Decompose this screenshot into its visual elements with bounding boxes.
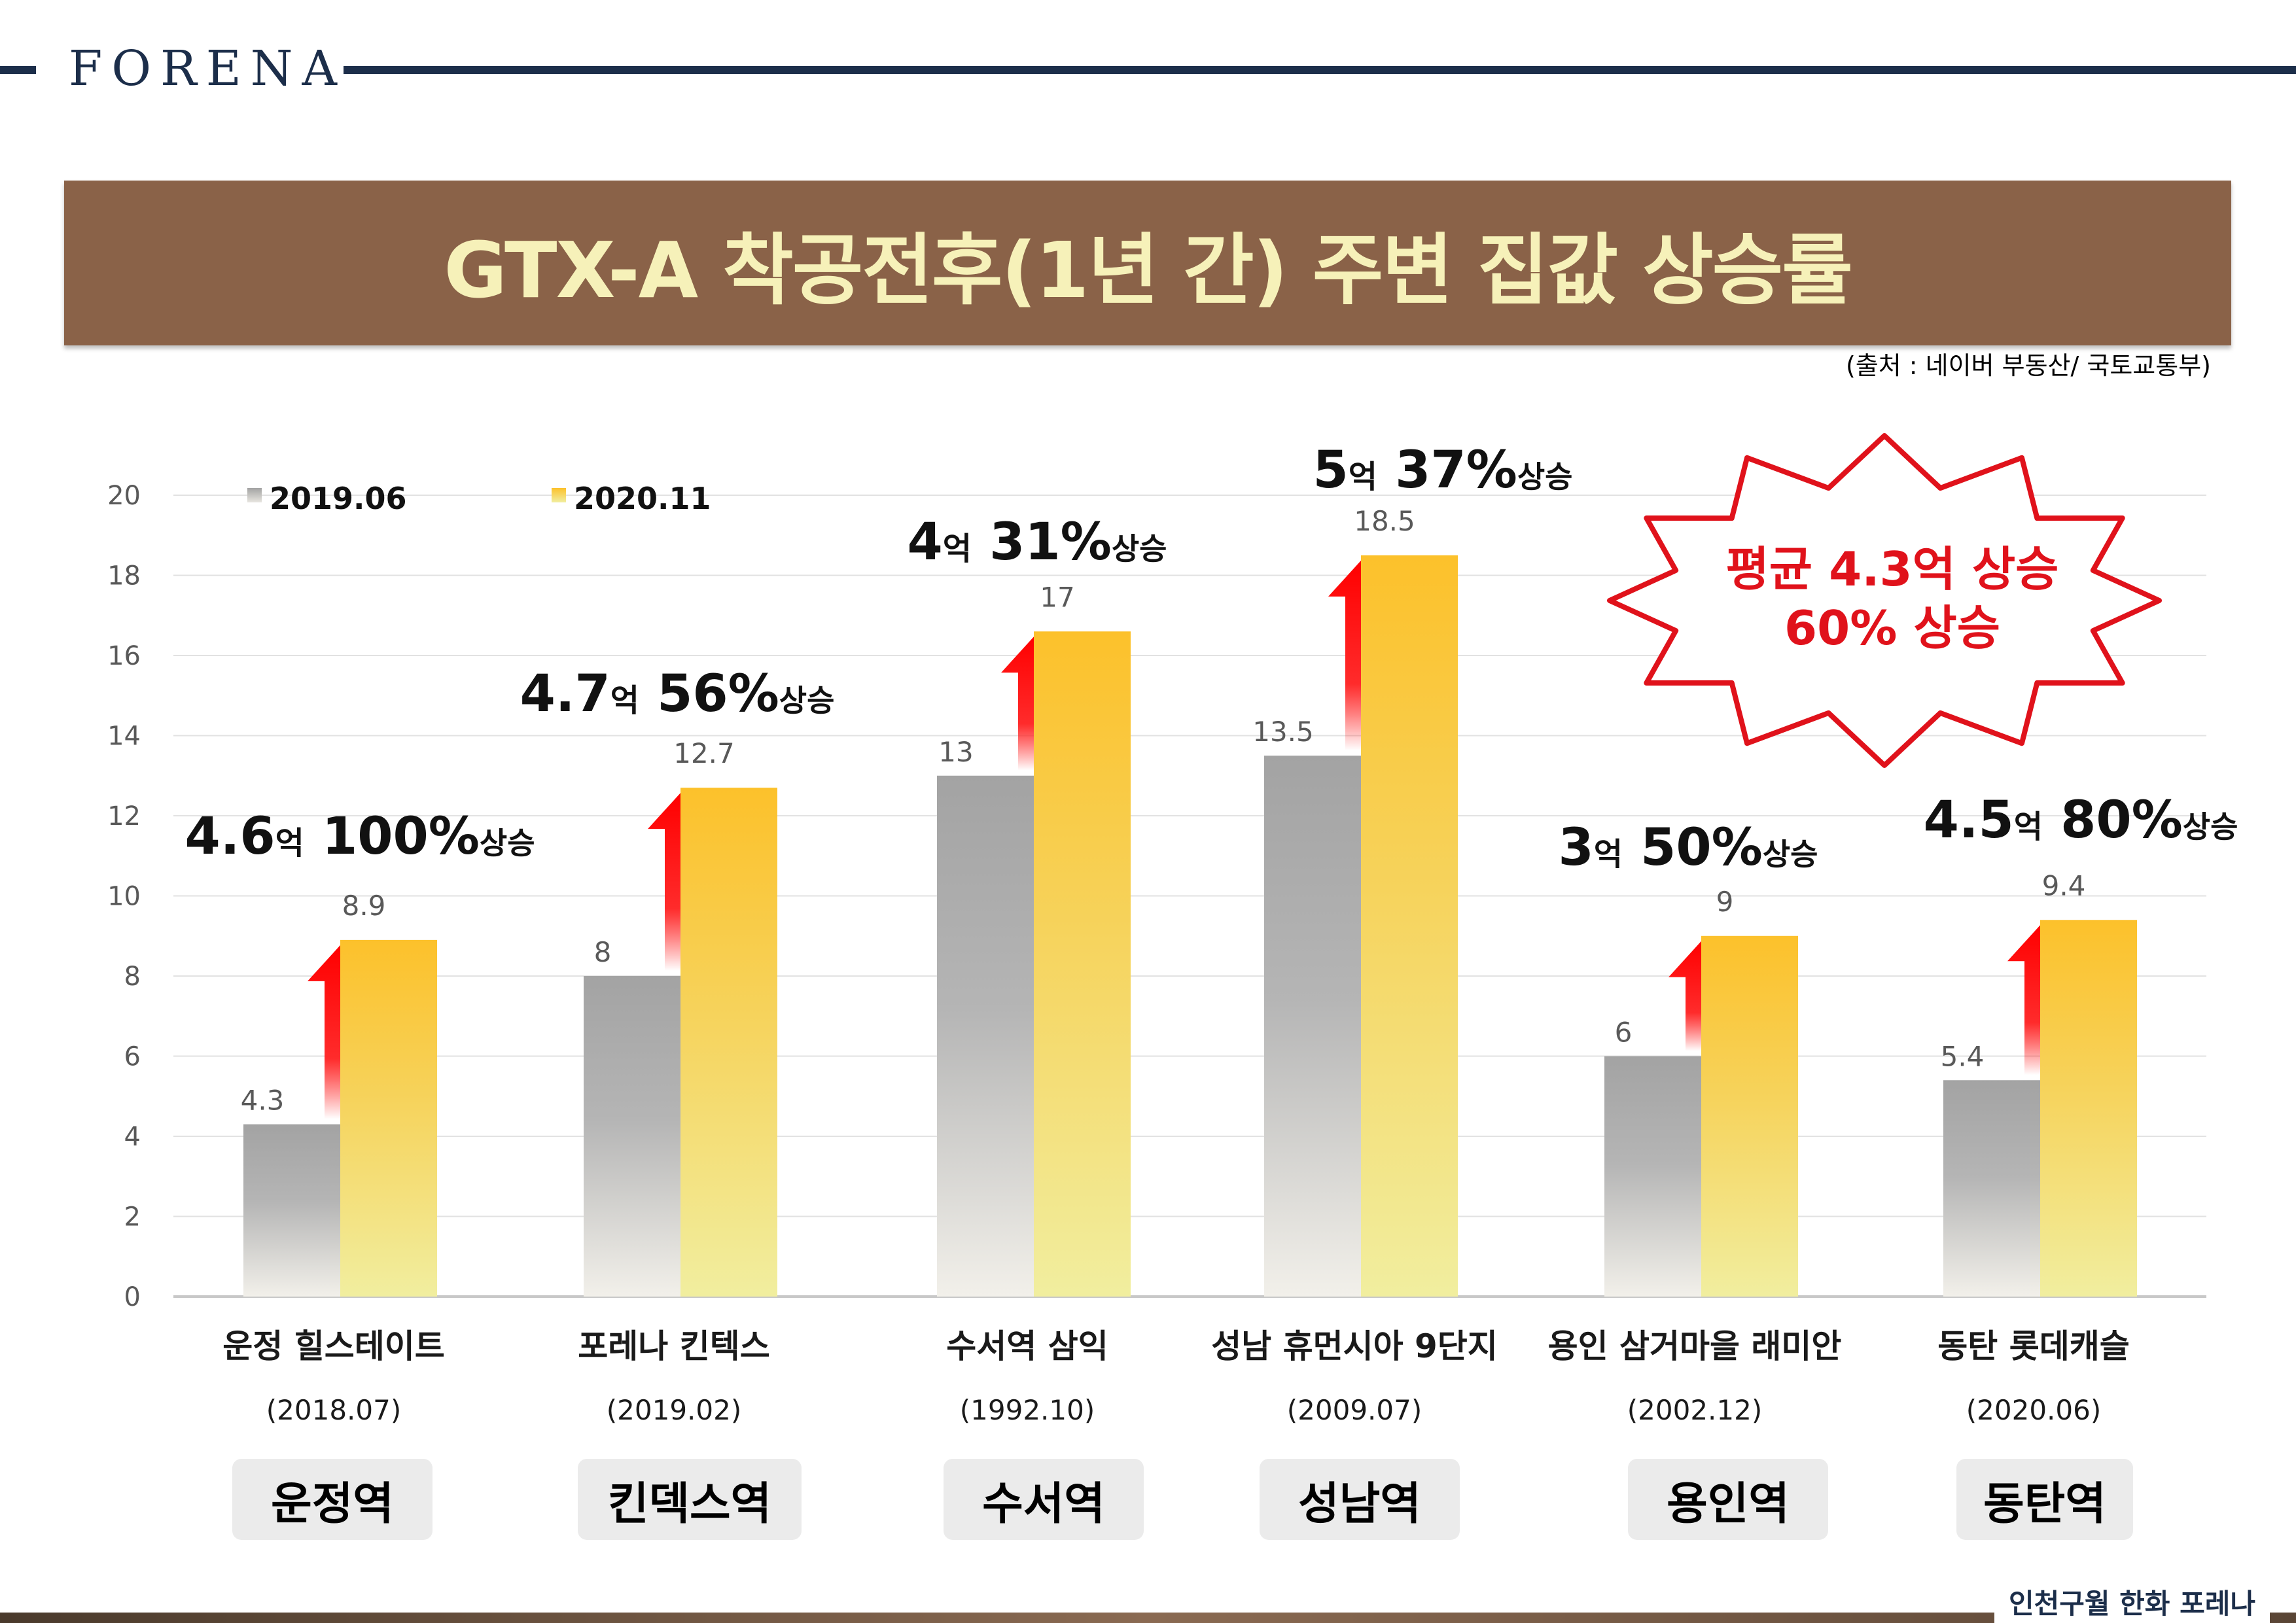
data-label-2019: 6 (1615, 1017, 1633, 1049)
increase-annotation: 5억 37%상승 (1313, 441, 1573, 500)
increase-annotation: 3억 50%상승 (1559, 818, 1818, 877)
burst-line-2: 60% 상승 (1784, 601, 2000, 655)
data-label-2020: 9.4 (2042, 869, 2086, 901)
category-label: 포레나 킨텍스 (578, 1327, 769, 1365)
built-date-label: (1992.10) (960, 1394, 1095, 1426)
title-banner: GTX-A 착공전후(1년 간) 주변 집값 상승률 (64, 181, 2231, 345)
y-tick-label: 2 (124, 1202, 141, 1232)
bar-2020 (1034, 631, 1131, 1297)
bar-2019 (584, 976, 680, 1297)
station-label: 수서역 (944, 1459, 1144, 1540)
increase-annotation: 4억 31%상승 (908, 513, 1167, 572)
bar-2019 (1264, 756, 1361, 1297)
built-date-label: (2019.02) (607, 1394, 741, 1426)
y-tick-label: 4 (124, 1122, 141, 1152)
built-date-label: (2018.07) (266, 1394, 401, 1426)
bar-2019 (243, 1124, 340, 1297)
bar-2019 (1943, 1080, 2040, 1297)
bar-2020 (1361, 555, 1458, 1297)
y-tick-label: 0 (124, 1282, 141, 1312)
station-label: 동탄역 (1956, 1459, 2133, 1540)
burst-line-1: 평균 4.3억 상승 (1726, 542, 2059, 597)
price-chart: 0 2 4 6 8 10 12 14 16 18 20 4.3 8.9 운정 힐스테이트 (2018.07… (107, 433, 2238, 1426)
bar-2019 (937, 775, 1034, 1297)
station-label: 용인역 (1628, 1459, 1828, 1540)
data-label-2020: 9 (1716, 886, 1734, 918)
data-label-2019: 13 (938, 736, 973, 768)
bar-2020 (2040, 920, 2137, 1297)
footer-bar (0, 1613, 2296, 1623)
increase-annotation: 4.5억 80%상승 (1924, 791, 2238, 850)
header-line-left (0, 66, 36, 74)
y-tick-label: 8 (124, 962, 141, 992)
category-label: 운정 힐스테이트 (222, 1327, 444, 1365)
y-tick-label: 16 (107, 641, 141, 671)
station-label: 운정역 (232, 1459, 433, 1540)
y-tick-label: 14 (107, 722, 141, 752)
brand-logo: FORENA (69, 41, 346, 97)
data-label-2020: 17 (1040, 581, 1074, 613)
source-note: (출처 : 네이버 부동산/ 국토교통부) (1845, 351, 2211, 380)
y-tick-label: 20 (107, 481, 141, 511)
data-label-2019: 8 (594, 936, 612, 968)
average-burst-badge (1607, 433, 2162, 768)
data-label-2019: 5.4 (1941, 1040, 1985, 1072)
built-date-label: (2020.06) (1966, 1394, 2101, 1426)
data-label-2019: 13.5 (1252, 716, 1314, 748)
y-tick-label: 12 (107, 801, 141, 831)
station-label: 성남역 (1260, 1459, 1460, 1540)
bar-2019 (1604, 1056, 1701, 1297)
increase-annotation: 4.7억 56%상승 (520, 665, 835, 724)
built-date-label: (2002.12) (1627, 1394, 1762, 1426)
footer-label: 인천구월 한화 포레나 (1994, 1580, 2270, 1623)
bar-2020 (1701, 935, 1798, 1297)
header-line-right (344, 66, 2296, 74)
legend-swatch (247, 488, 262, 502)
y-tick-label: 6 (124, 1042, 141, 1072)
data-label-2020: 12.7 (673, 737, 735, 769)
station-label: 킨덱스역 (578, 1459, 802, 1540)
increase-annotation: 4.6억 100%상승 (185, 807, 535, 866)
y-tick-label: 10 (107, 882, 141, 912)
bar-2020 (340, 939, 437, 1297)
data-label-2020: 8.9 (342, 890, 386, 922)
page-title: GTX-A 착공전후(1년 간) 주변 집값 상승률 (444, 224, 1853, 315)
legend-label: 2020.11 (574, 481, 711, 516)
legend-label: 2019.06 (270, 481, 407, 516)
bar-2020 (680, 788, 777, 1297)
data-label-2020: 18.5 (1354, 505, 1415, 537)
legend-swatch (552, 488, 566, 502)
category-label: 수서역 삼익 (946, 1327, 1108, 1365)
data-label-2019: 4.3 (241, 1085, 285, 1117)
category-label: 성남 휴먼시아 9단지 (1211, 1327, 1498, 1365)
category-label: 동탄 롯데캐슬 (1937, 1327, 2129, 1365)
y-tick-label: 18 (107, 561, 141, 591)
built-date-label: (2009.07) (1287, 1394, 1422, 1426)
category-label: 용인 삼거마을 래미안 (1548, 1327, 1842, 1365)
